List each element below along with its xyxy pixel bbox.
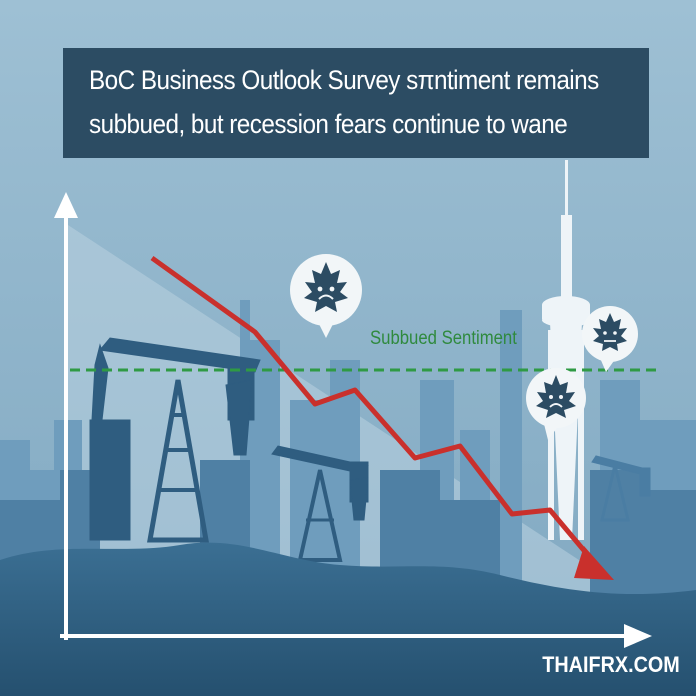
sad-maple-leaf-icon	[582, 306, 638, 372]
headline-line-2: subbued, but recession fears continue to…	[89, 109, 568, 139]
watermark: THAIFRX.COM	[542, 652, 680, 677]
right-arrow-icon	[624, 624, 652, 648]
up-arrow-icon	[54, 192, 78, 218]
oil-pump-icon	[591, 455, 651, 522]
trend-line	[150, 255, 594, 562]
sentiment-label: Subbued Sentiment	[370, 328, 517, 349]
sad-maple-leaf-icon	[290, 254, 362, 338]
headline-line-1: BoC Business Outlook Survey sπntiment re…	[89, 65, 599, 95]
sad-maple-leaf-icon	[526, 368, 586, 440]
headline-banner: BoC Business Outlook Survey sπntiment re…	[63, 48, 649, 158]
oil-pump-icon	[271, 445, 369, 562]
ground	[0, 542, 696, 696]
trend-arrow-head	[574, 546, 614, 580]
